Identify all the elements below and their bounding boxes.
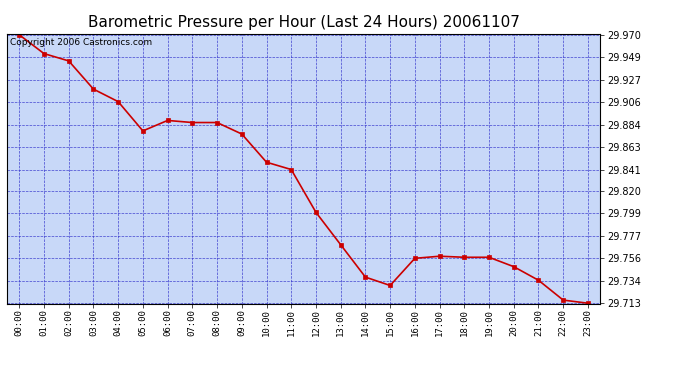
Text: Copyright 2006 Castronics.com: Copyright 2006 Castronics.com (10, 38, 152, 47)
Text: Barometric Pressure per Hour (Last 24 Hours) 20061107: Barometric Pressure per Hour (Last 24 Ho… (88, 15, 520, 30)
